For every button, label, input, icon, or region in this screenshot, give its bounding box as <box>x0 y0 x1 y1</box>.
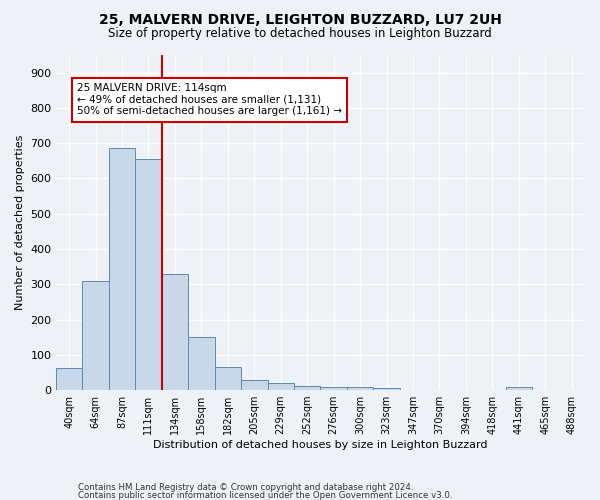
Text: 25, MALVERN DRIVE, LEIGHTON BUZZARD, LU7 2UH: 25, MALVERN DRIVE, LEIGHTON BUZZARD, LU7… <box>98 12 502 26</box>
X-axis label: Distribution of detached houses by size in Leighton Buzzard: Distribution of detached houses by size … <box>153 440 488 450</box>
Bar <box>109 148 135 390</box>
Bar <box>135 159 161 390</box>
Bar <box>82 280 109 390</box>
Text: Contains HM Land Registry data © Crown copyright and database right 2024.: Contains HM Land Registry data © Crown c… <box>78 484 413 492</box>
Bar <box>320 386 347 390</box>
Text: Size of property relative to detached houses in Leighton Buzzard: Size of property relative to detached ho… <box>108 28 492 40</box>
Bar <box>188 337 215 390</box>
Bar <box>241 380 268 390</box>
Bar <box>56 368 82 390</box>
Y-axis label: Number of detached properties: Number of detached properties <box>15 135 25 310</box>
Text: Contains public sector information licensed under the Open Government Licence v3: Contains public sector information licen… <box>78 490 452 500</box>
Bar <box>215 367 241 390</box>
Bar <box>506 388 532 390</box>
Bar <box>373 388 400 390</box>
Bar <box>347 388 373 390</box>
Bar <box>161 274 188 390</box>
Bar <box>268 383 294 390</box>
Bar <box>294 386 320 390</box>
Text: 25 MALVERN DRIVE: 114sqm
← 49% of detached houses are smaller (1,131)
50% of sem: 25 MALVERN DRIVE: 114sqm ← 49% of detach… <box>77 83 342 116</box>
